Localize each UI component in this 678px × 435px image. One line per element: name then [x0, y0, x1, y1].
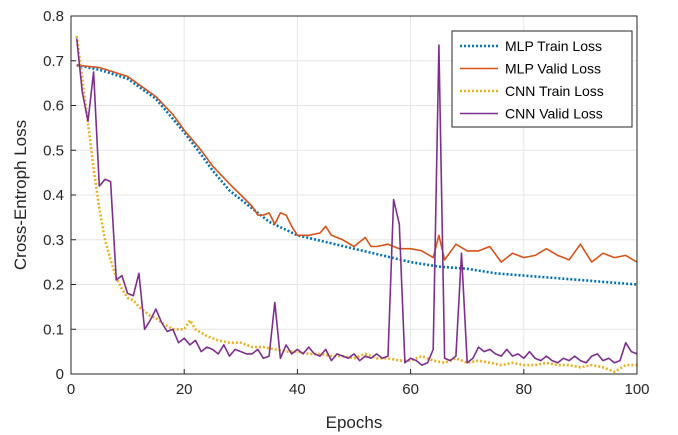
x-tick-label: 0 [67, 381, 75, 398]
x-axis-ticks: 0 20 40 60 80 100 [67, 369, 650, 398]
x-axis-title: Epochs [326, 413, 383, 432]
y-tick-label: 0.3 [43, 232, 64, 249]
series-line-3 [75, 35, 637, 374]
y-tick-label: 0.4 [43, 187, 64, 204]
y-tick-label: 0.6 [43, 98, 64, 115]
legend-label: CNN Valid Loss [505, 106, 603, 122]
y-axis-title: Cross-Entroph Loss [11, 120, 30, 270]
legend-label: MLP Train Loss [505, 38, 602, 54]
series-line-2 [76, 64, 638, 263]
x-tick-label: 40 [289, 381, 306, 398]
x-tick-label: 60 [402, 381, 419, 398]
series-line-4 [75, 38, 638, 366]
x-tick-label: 20 [176, 381, 193, 398]
x-tick-label: 100 [624, 381, 649, 398]
series-line-1 [76, 63, 638, 286]
y-tick-label: 0.7 [43, 53, 64, 70]
y-tick-label: 0.1 [43, 321, 64, 338]
y-tick-label: 0.2 [43, 277, 64, 294]
x-tick-label: 80 [515, 381, 532, 398]
y-tick-label: 0.8 [43, 8, 64, 25]
legend-label: MLP Valid Loss [505, 61, 601, 77]
y-axis-ticks: 0 0.1 0.2 0.3 0.4 0.5 0.6 0.7 0.8 [43, 8, 76, 383]
y-tick-label: 0.5 [43, 142, 64, 159]
y-tick-label: 0 [56, 366, 64, 383]
legend-label: CNN Train Loss [505, 83, 604, 99]
series-group [75, 35, 638, 374]
legend: MLP Train Loss MLP Valid Loss CNN Train Lo… [451, 30, 633, 128]
